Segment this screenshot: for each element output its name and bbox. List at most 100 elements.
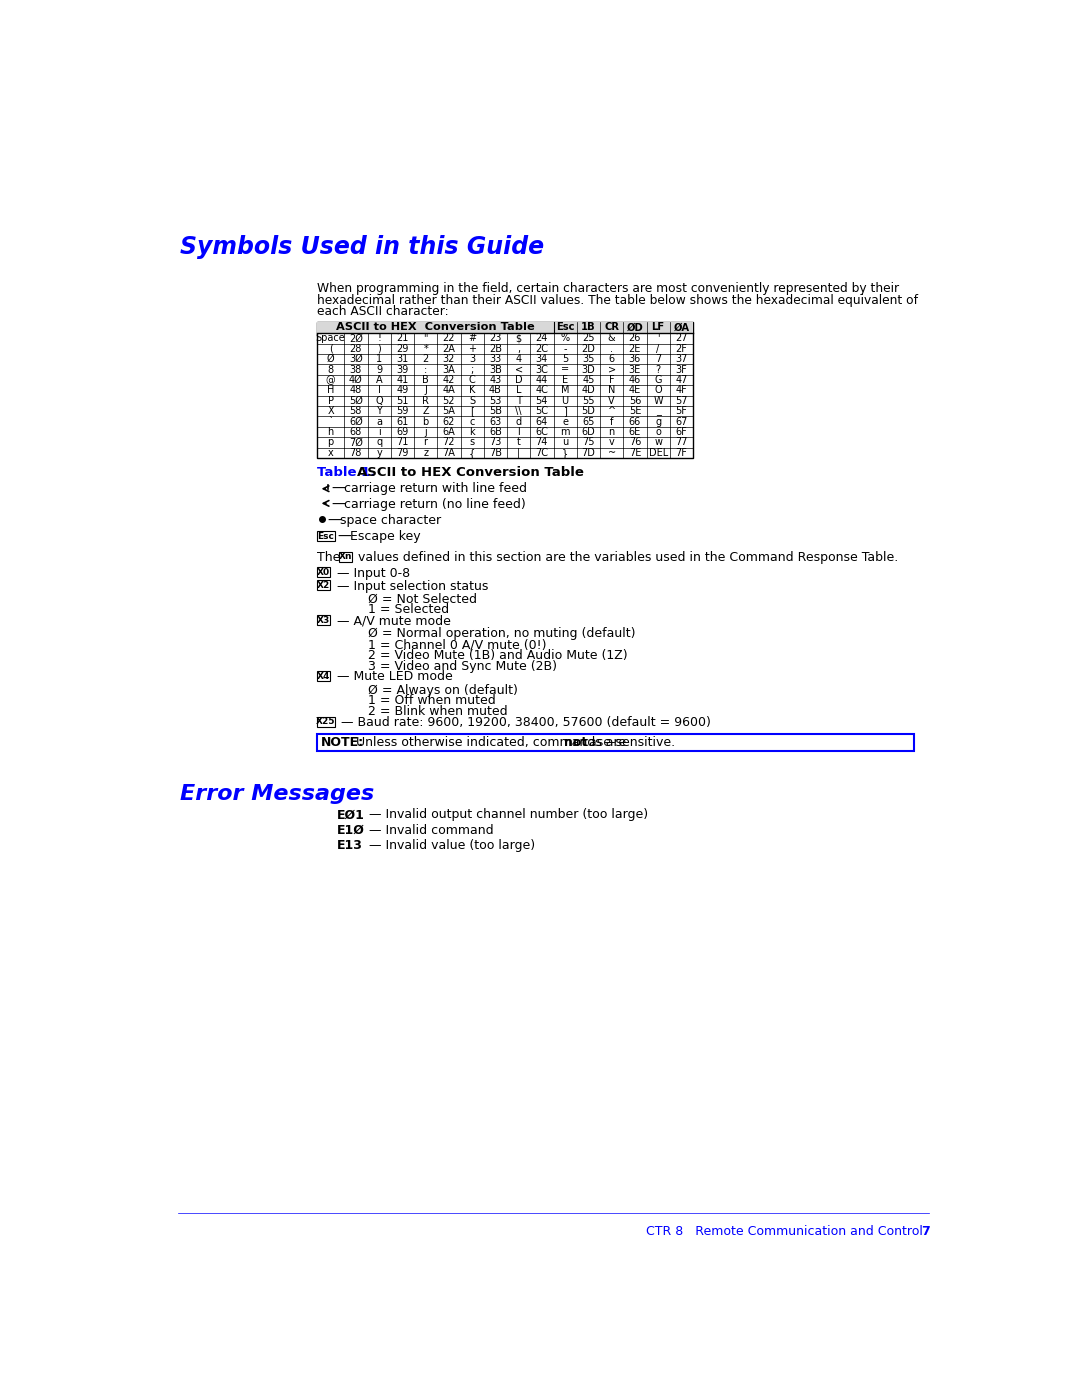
Text: w: w	[654, 437, 662, 447]
Text: 63: 63	[489, 416, 501, 426]
Text: f: f	[610, 416, 613, 426]
Text: b: b	[422, 416, 429, 426]
Text: 73: 73	[489, 437, 501, 447]
Text: X2: X2	[318, 581, 330, 590]
Text: Xn: Xn	[339, 552, 352, 562]
Text: 3 = Video and Sync Mute (2B): 3 = Video and Sync Mute (2B)	[367, 659, 556, 673]
Text: z: z	[423, 447, 428, 458]
Text: 7: 7	[920, 1225, 930, 1238]
Text: X25: X25	[316, 717, 336, 726]
Text: LF: LF	[651, 323, 664, 332]
Text: 3B: 3B	[489, 365, 502, 374]
Text: h: h	[327, 427, 334, 437]
Text: 49: 49	[396, 386, 408, 395]
Text: !: !	[377, 334, 381, 344]
Text: E: E	[562, 374, 568, 386]
Text: case-sensitive.: case-sensitive.	[578, 736, 675, 749]
Text: a: a	[376, 416, 382, 426]
Bar	[339, 552, 352, 562]
Text: ^: ^	[608, 407, 616, 416]
Text: j: j	[424, 427, 427, 437]
Text: 1B: 1B	[581, 323, 596, 332]
Text: carriage return with line feed: carriage return with line feed	[345, 482, 527, 495]
Text: F: F	[609, 374, 615, 386]
Text: B: B	[422, 374, 429, 386]
Text: 5B: 5B	[489, 407, 502, 416]
Text: g: g	[656, 416, 661, 426]
Text: 3E: 3E	[629, 365, 642, 374]
Text: ': '	[657, 334, 660, 344]
Text: 67: 67	[675, 416, 688, 426]
Bar	[318, 567, 330, 577]
Bar	[318, 580, 330, 591]
Text: space character: space character	[339, 514, 441, 527]
Text: 61: 61	[396, 416, 408, 426]
Text: 45: 45	[582, 374, 595, 386]
Text: 6B: 6B	[489, 427, 502, 437]
Text: 5Ø: 5Ø	[349, 395, 363, 405]
Text: `: `	[328, 416, 333, 426]
Text: c: c	[470, 416, 475, 426]
Text: When programming in the field, certain characters are most conveniently represen: When programming in the field, certain c…	[318, 282, 900, 295]
Text: ]: ]	[563, 407, 567, 416]
Text: 46: 46	[629, 374, 642, 386]
Text: 39: 39	[396, 365, 408, 374]
Text: X0: X0	[318, 567, 330, 577]
Text: DEL: DEL	[648, 447, 667, 458]
Text: 6C: 6C	[536, 427, 549, 437]
Text: 76: 76	[629, 437, 642, 447]
Text: 52: 52	[443, 395, 455, 405]
Text: 2 = Blink when muted: 2 = Blink when muted	[367, 705, 508, 718]
Text: 31: 31	[396, 355, 408, 365]
Bar	[318, 321, 693, 334]
Text: -: -	[564, 344, 567, 353]
Text: 5A: 5A	[443, 407, 456, 416]
Text: #: #	[468, 334, 476, 344]
Text: 5: 5	[562, 355, 568, 365]
Text: 79: 79	[396, 447, 408, 458]
Text: 53: 53	[489, 395, 501, 405]
Text: — Invalid command: — Invalid command	[365, 824, 494, 837]
Text: 64: 64	[536, 416, 548, 426]
Text: 6F: 6F	[675, 427, 687, 437]
Text: 3Ø: 3Ø	[349, 355, 363, 365]
Text: — Baud rate: 9600, 19200, 38400, 57600 (default = 9600): — Baud rate: 9600, 19200, 38400, 57600 (…	[337, 715, 711, 729]
Text: e: e	[562, 416, 568, 426]
Text: +: +	[468, 344, 476, 353]
Text: t: t	[516, 437, 521, 447]
Text: N: N	[608, 386, 616, 395]
Text: 33: 33	[489, 355, 501, 365]
Text: Ø = Not Selected: Ø = Not Selected	[367, 592, 476, 606]
Text: d: d	[515, 416, 522, 426]
Text: C: C	[469, 374, 475, 386]
Text: 72: 72	[443, 437, 455, 447]
Text: u: u	[562, 437, 568, 447]
Text: — Invalid value (too large): — Invalid value (too large)	[365, 840, 536, 852]
Text: q: q	[376, 437, 382, 447]
Text: 4D: 4D	[581, 386, 595, 395]
Text: —: —	[338, 531, 351, 545]
Text: carriage return (no line feed): carriage return (no line feed)	[345, 497, 526, 511]
Text: hexadecimal rather than their ASCII values. The table below shows the hexadecima: hexadecimal rather than their ASCII valu…	[318, 293, 918, 306]
Text: &: &	[608, 334, 616, 344]
Text: 57: 57	[675, 395, 688, 405]
Text: 4C: 4C	[536, 386, 549, 395]
Text: ;: ;	[471, 365, 474, 374]
Text: .: .	[610, 344, 613, 353]
Text: 2D: 2D	[581, 344, 595, 353]
Bar	[318, 321, 693, 458]
Text: x: x	[328, 447, 334, 458]
Text: 38: 38	[350, 365, 362, 374]
Text: {: {	[469, 447, 475, 458]
Text: |: |	[517, 447, 521, 458]
Text: E13: E13	[337, 840, 363, 852]
Text: 6A: 6A	[443, 427, 456, 437]
Text: 4B: 4B	[489, 386, 502, 395]
Text: — Input 0-8: — Input 0-8	[333, 567, 409, 580]
Text: —: —	[327, 514, 341, 528]
Text: 55: 55	[582, 395, 595, 405]
Text: U: U	[562, 395, 569, 405]
Text: s: s	[470, 437, 475, 447]
Text: 7: 7	[654, 355, 661, 365]
Text: 2A: 2A	[443, 344, 456, 353]
